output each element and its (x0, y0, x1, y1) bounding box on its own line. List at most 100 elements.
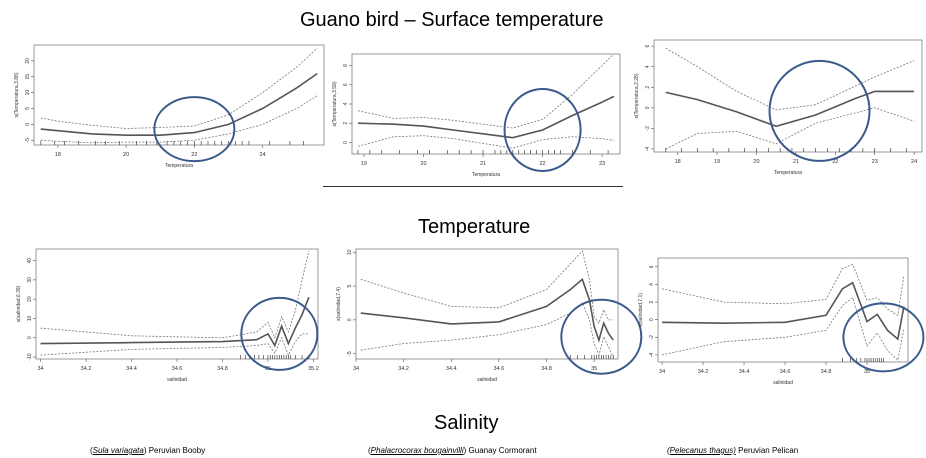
x-tick-label: 24 (911, 159, 917, 165)
highlight-circle (768, 59, 871, 162)
y-tick-label: 2 (645, 86, 651, 89)
chart-booby-temperature: 18 20 22 24 -5 0 5 10 15 20 Temperatura s(Temperatu… (14, 44, 325, 169)
chart-pelican-temperature: 18 19 20 21 22 23 24-4-20246Temperaturas(Tempe… (634, 39, 923, 176)
lower-ci-line (40, 95, 318, 144)
species-caption-pelican: (Pelecanus thagus) Peruvian Pelican (667, 446, 799, 455)
plot-frame (33, 44, 325, 146)
x-tick-label: 22 (191, 152, 197, 158)
y-tick-label: 10 (347, 249, 353, 255)
y-tick-label: -2 (645, 126, 651, 131)
chart-cormorant-salinity: 34 34.2 34.4 34.6 34.8 35 -5 0 5 10 salinidad s(sal… (336, 248, 643, 383)
lower-ci-line (662, 297, 905, 361)
smooth-fit-line (40, 72, 318, 136)
x-axis-label: Temperatura (472, 172, 500, 178)
x-tick-label: 34.6 (494, 366, 505, 372)
x-axis-label: salinidad (477, 377, 497, 383)
x-tick-label: 34.8 (217, 366, 228, 372)
smooth-fit-line (40, 296, 310, 348)
x-tick-label: 34.4 (739, 369, 750, 375)
y-tick-label: 4 (649, 283, 655, 286)
lower-ci-line (360, 302, 614, 358)
y-tick-label: 8 (343, 64, 349, 67)
plot-frame (653, 39, 923, 153)
y-tick-label: -10 (27, 353, 33, 360)
x-tick-label: 18 (675, 159, 681, 165)
y-tick-label: 10 (27, 315, 33, 321)
upper-ci-line (665, 47, 915, 111)
y-tick-label: 5 (25, 107, 31, 110)
y-tick-label: -4 (645, 146, 651, 151)
lower-ci-line (40, 333, 309, 357)
highlight-circle (240, 296, 319, 371)
upper-ci-line (40, 250, 310, 339)
x-tick-label: 22 (832, 159, 838, 165)
y-tick-label: 30 (27, 277, 33, 283)
x-tick-label: 21 (480, 161, 486, 167)
temperature-heading: Temperature (418, 216, 531, 238)
highlight-circle (560, 298, 643, 375)
x-tick-label: 34.2 (81, 366, 92, 372)
smooth-fit-line (665, 90, 915, 128)
x-tick-label: 34 (353, 366, 359, 372)
y-tick-label: 6 (343, 83, 349, 86)
y-tick-label: 20 (25, 58, 31, 64)
x-tick-label: 34.4 (126, 366, 137, 372)
x-tick-label: 34.8 (821, 369, 832, 375)
x-tick-label: 18 (55, 152, 61, 158)
x-tick-label: 35.2 (308, 366, 319, 372)
x-axis-label: salinidad (773, 380, 793, 386)
lower-ci-line (357, 135, 615, 149)
x-tick-label: 20 (420, 161, 426, 167)
y-tick-label: 0 (25, 123, 31, 126)
x-tick-label: 21 (793, 159, 799, 165)
separator-line (323, 186, 623, 187)
y-tick-label: 2 (343, 122, 349, 125)
y-tick-label: 10 (25, 90, 31, 96)
x-tick-label: 19 (361, 161, 367, 167)
highlight-circle (842, 302, 925, 373)
y-tick-label: -4 (649, 353, 655, 358)
y-axis-label: s(salinidad,7.4) (336, 287, 342, 321)
y-tick-label: 0 (649, 318, 655, 321)
x-tick-label: 22 (540, 161, 546, 167)
y-tick-label: 0 (645, 106, 651, 109)
y-tick-label: 2 (649, 300, 655, 303)
plot-frame (657, 257, 909, 363)
x-tick-label: 20 (753, 159, 759, 165)
x-tick-label: 20 (123, 152, 129, 158)
chart-booby-salinity: 34 34.2 34.4 34.6 34.8 35 35.2-10010203040sali… (16, 248, 319, 383)
x-tick-label: 34.8 (541, 366, 552, 372)
y-tick-label: -5 (25, 138, 31, 143)
upper-ci-line (357, 53, 615, 129)
x-tick-label: 34.6 (172, 366, 183, 372)
y-axis-label: s(salinidad,6.39) (16, 285, 22, 322)
x-tick-label: 34.6 (780, 369, 791, 375)
x-tick-label: 34.2 (698, 369, 709, 375)
y-tick-label: 0 (343, 141, 349, 144)
highlight-circle (503, 87, 582, 172)
y-axis-label: s(salinidad,7.1) (638, 293, 644, 327)
x-axis-label: Temperatura (165, 163, 193, 169)
figure-title: Guano bird – Surface temperature (300, 9, 604, 31)
y-tick-label: 0 (27, 336, 33, 339)
smooth-fit-line (360, 278, 614, 343)
y-axis-label: s(Temperatura,3.59) (332, 81, 338, 126)
upper-ci-line (662, 263, 905, 316)
x-tick-label: 23 (599, 161, 605, 167)
smooth-fit-line (662, 281, 905, 341)
chart-pelican-salinity: 34 34.2 34.4 34.6 34.8 35 -4 -2 0 2 4 6 salinidad s(s… (638, 257, 925, 386)
plot-frame (355, 248, 619, 360)
x-tick-label: 34.4 (446, 366, 457, 372)
y-tick-label: 40 (27, 258, 33, 264)
upper-ci-line (40, 47, 318, 129)
y-tick-label: 4 (645, 65, 651, 68)
x-tick-label: 24 (260, 152, 266, 158)
y-tick-label: -5 (347, 351, 353, 356)
y-tick-label: 15 (25, 74, 31, 80)
x-tick-label: 19 (714, 159, 720, 165)
chart-cormorant-temperature: 19 20 21 22 23 0 2 4 6 8 Temperatura s(Temperatura,… (332, 53, 621, 178)
x-tick-label: 34.2 (398, 366, 409, 372)
y-tick-label: 20 (27, 296, 33, 302)
y-tick-label: 6 (645, 45, 651, 48)
x-tick-label: 35 (864, 369, 870, 375)
